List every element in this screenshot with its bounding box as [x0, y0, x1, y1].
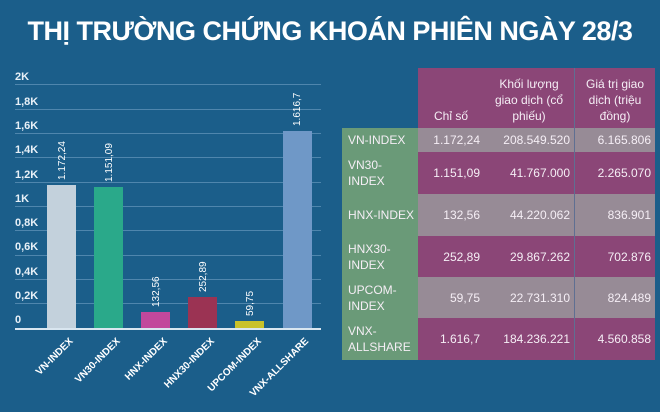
- value-label: 132,56: [151, 276, 162, 307]
- cell-index: 1.151,09: [418, 152, 484, 194]
- row-name: HNX-INDEX: [342, 194, 418, 236]
- y-tick: 1,4K: [15, 144, 39, 156]
- table-row: VN-INDEX 1.172,24 208.549.520 6.165.806: [342, 128, 655, 152]
- gridline: [15, 182, 321, 183]
- x-label: VN30-INDEX: [73, 336, 123, 386]
- table-header-blank: [342, 68, 418, 128]
- row-name: VN30-INDEX: [342, 152, 418, 194]
- gridline: [15, 303, 321, 304]
- bar-chart: 2K 1,8K 1,6K 1,4K 1,2K 1K 0,8K 0,6K 0,4K…: [15, 71, 321, 399]
- row-name: UPCOM-INDEX: [342, 277, 418, 318]
- value-label: 1.616,7: [292, 92, 303, 126]
- gridline: [15, 279, 321, 280]
- cell-value: 702.876: [574, 236, 655, 277]
- bar-vn30-index: [94, 187, 123, 328]
- cell-volume: 41.767.000: [484, 152, 575, 194]
- x-axis-line: [15, 328, 321, 330]
- cell-index: 252,89: [418, 236, 484, 277]
- bar-vn-index: [47, 185, 76, 328]
- cell-volume: 208.549.520: [484, 128, 575, 152]
- bar-vnx-allshare: [283, 131, 312, 328]
- bar-hnx-index: [141, 312, 170, 328]
- bar-upcom-index: [235, 321, 264, 328]
- cell-value: 2.265.070: [574, 152, 655, 194]
- x-label: HNX-INDEX: [123, 336, 170, 383]
- y-tick: 1K: [15, 193, 30, 205]
- y-tick: 1,8K: [15, 96, 39, 108]
- table-row: UPCOM-INDEX 59,75 22.731.310 824.489: [342, 277, 655, 318]
- gridline: [15, 109, 321, 110]
- value-label: 1.172,24: [57, 141, 68, 180]
- cell-value: 836.901: [574, 194, 655, 236]
- cell-index: 1.616,7: [418, 318, 484, 360]
- table-header-row: Chỉ số Khối lượng giao dịch (cổ phiếu) G…: [342, 68, 655, 128]
- value-label: 59,75: [245, 290, 256, 316]
- table-header-volume: Khối lượng giao dịch (cổ phiếu): [484, 68, 575, 128]
- cell-volume: 29.867.262: [484, 236, 575, 277]
- value-label: 252,89: [198, 261, 209, 292]
- cell-value: 824.489: [574, 277, 655, 318]
- cell-value: 4.560.858: [574, 318, 655, 360]
- y-tick: 1,6K: [15, 120, 39, 132]
- row-name: VN-INDEX: [342, 128, 418, 152]
- table-row: HNX-INDEX 132,56 44.220.062 836.901: [342, 194, 655, 236]
- cell-index: 1.172,24: [418, 128, 484, 152]
- y-tick: 0,6K: [15, 241, 39, 253]
- row-name: VNX-ALLSHARE: [342, 318, 418, 360]
- y-tick: 0,8K: [15, 217, 39, 229]
- y-tick: 2K: [15, 71, 30, 83]
- row-name: HNX30-INDEX: [342, 236, 418, 277]
- y-tick: 0,2K: [15, 290, 39, 302]
- market-table: Chỉ số Khối lượng giao dịch (cổ phiếu) G…: [342, 68, 655, 360]
- table-header-value: Giá trị giao dịch (triệu đồng): [574, 68, 655, 128]
- gridline: [15, 206, 321, 207]
- table-row: VNX-ALLSHARE 1.616,7 184.236.221 4.560.8…: [342, 318, 655, 360]
- y-tick: 1,2K: [15, 169, 39, 181]
- value-label: 1.151,09: [104, 143, 115, 182]
- gridline: [15, 84, 321, 85]
- gridline: [15, 230, 321, 231]
- gridline: [15, 255, 321, 256]
- x-label: VN-INDEX: [34, 336, 76, 378]
- page-title: THỊ TRƯỜNG CHỨNG KHOÁN PHIÊN NGÀY 28/3: [27, 16, 633, 46]
- table-header-index: Chỉ số: [418, 68, 484, 128]
- cell-value: 6.165.806: [574, 128, 655, 152]
- cell-volume: 184.236.221: [484, 318, 575, 360]
- table-row: VN30-INDEX 1.151,09 41.767.000 2.265.070: [342, 152, 655, 194]
- table-row: HNX30-INDEX 252,89 29.867.262 702.876: [342, 236, 655, 277]
- cell-volume: 22.731.310: [484, 277, 575, 318]
- gridline: [15, 157, 321, 158]
- cell-volume: 44.220.062: [484, 194, 575, 236]
- gridline: [15, 133, 321, 134]
- y-tick: 0: [15, 314, 22, 326]
- cell-index: 132,56: [418, 194, 484, 236]
- y-tick: 0,4K: [15, 266, 39, 278]
- cell-index: 59,75: [418, 277, 484, 318]
- bar-hnx30-index: [188, 297, 217, 328]
